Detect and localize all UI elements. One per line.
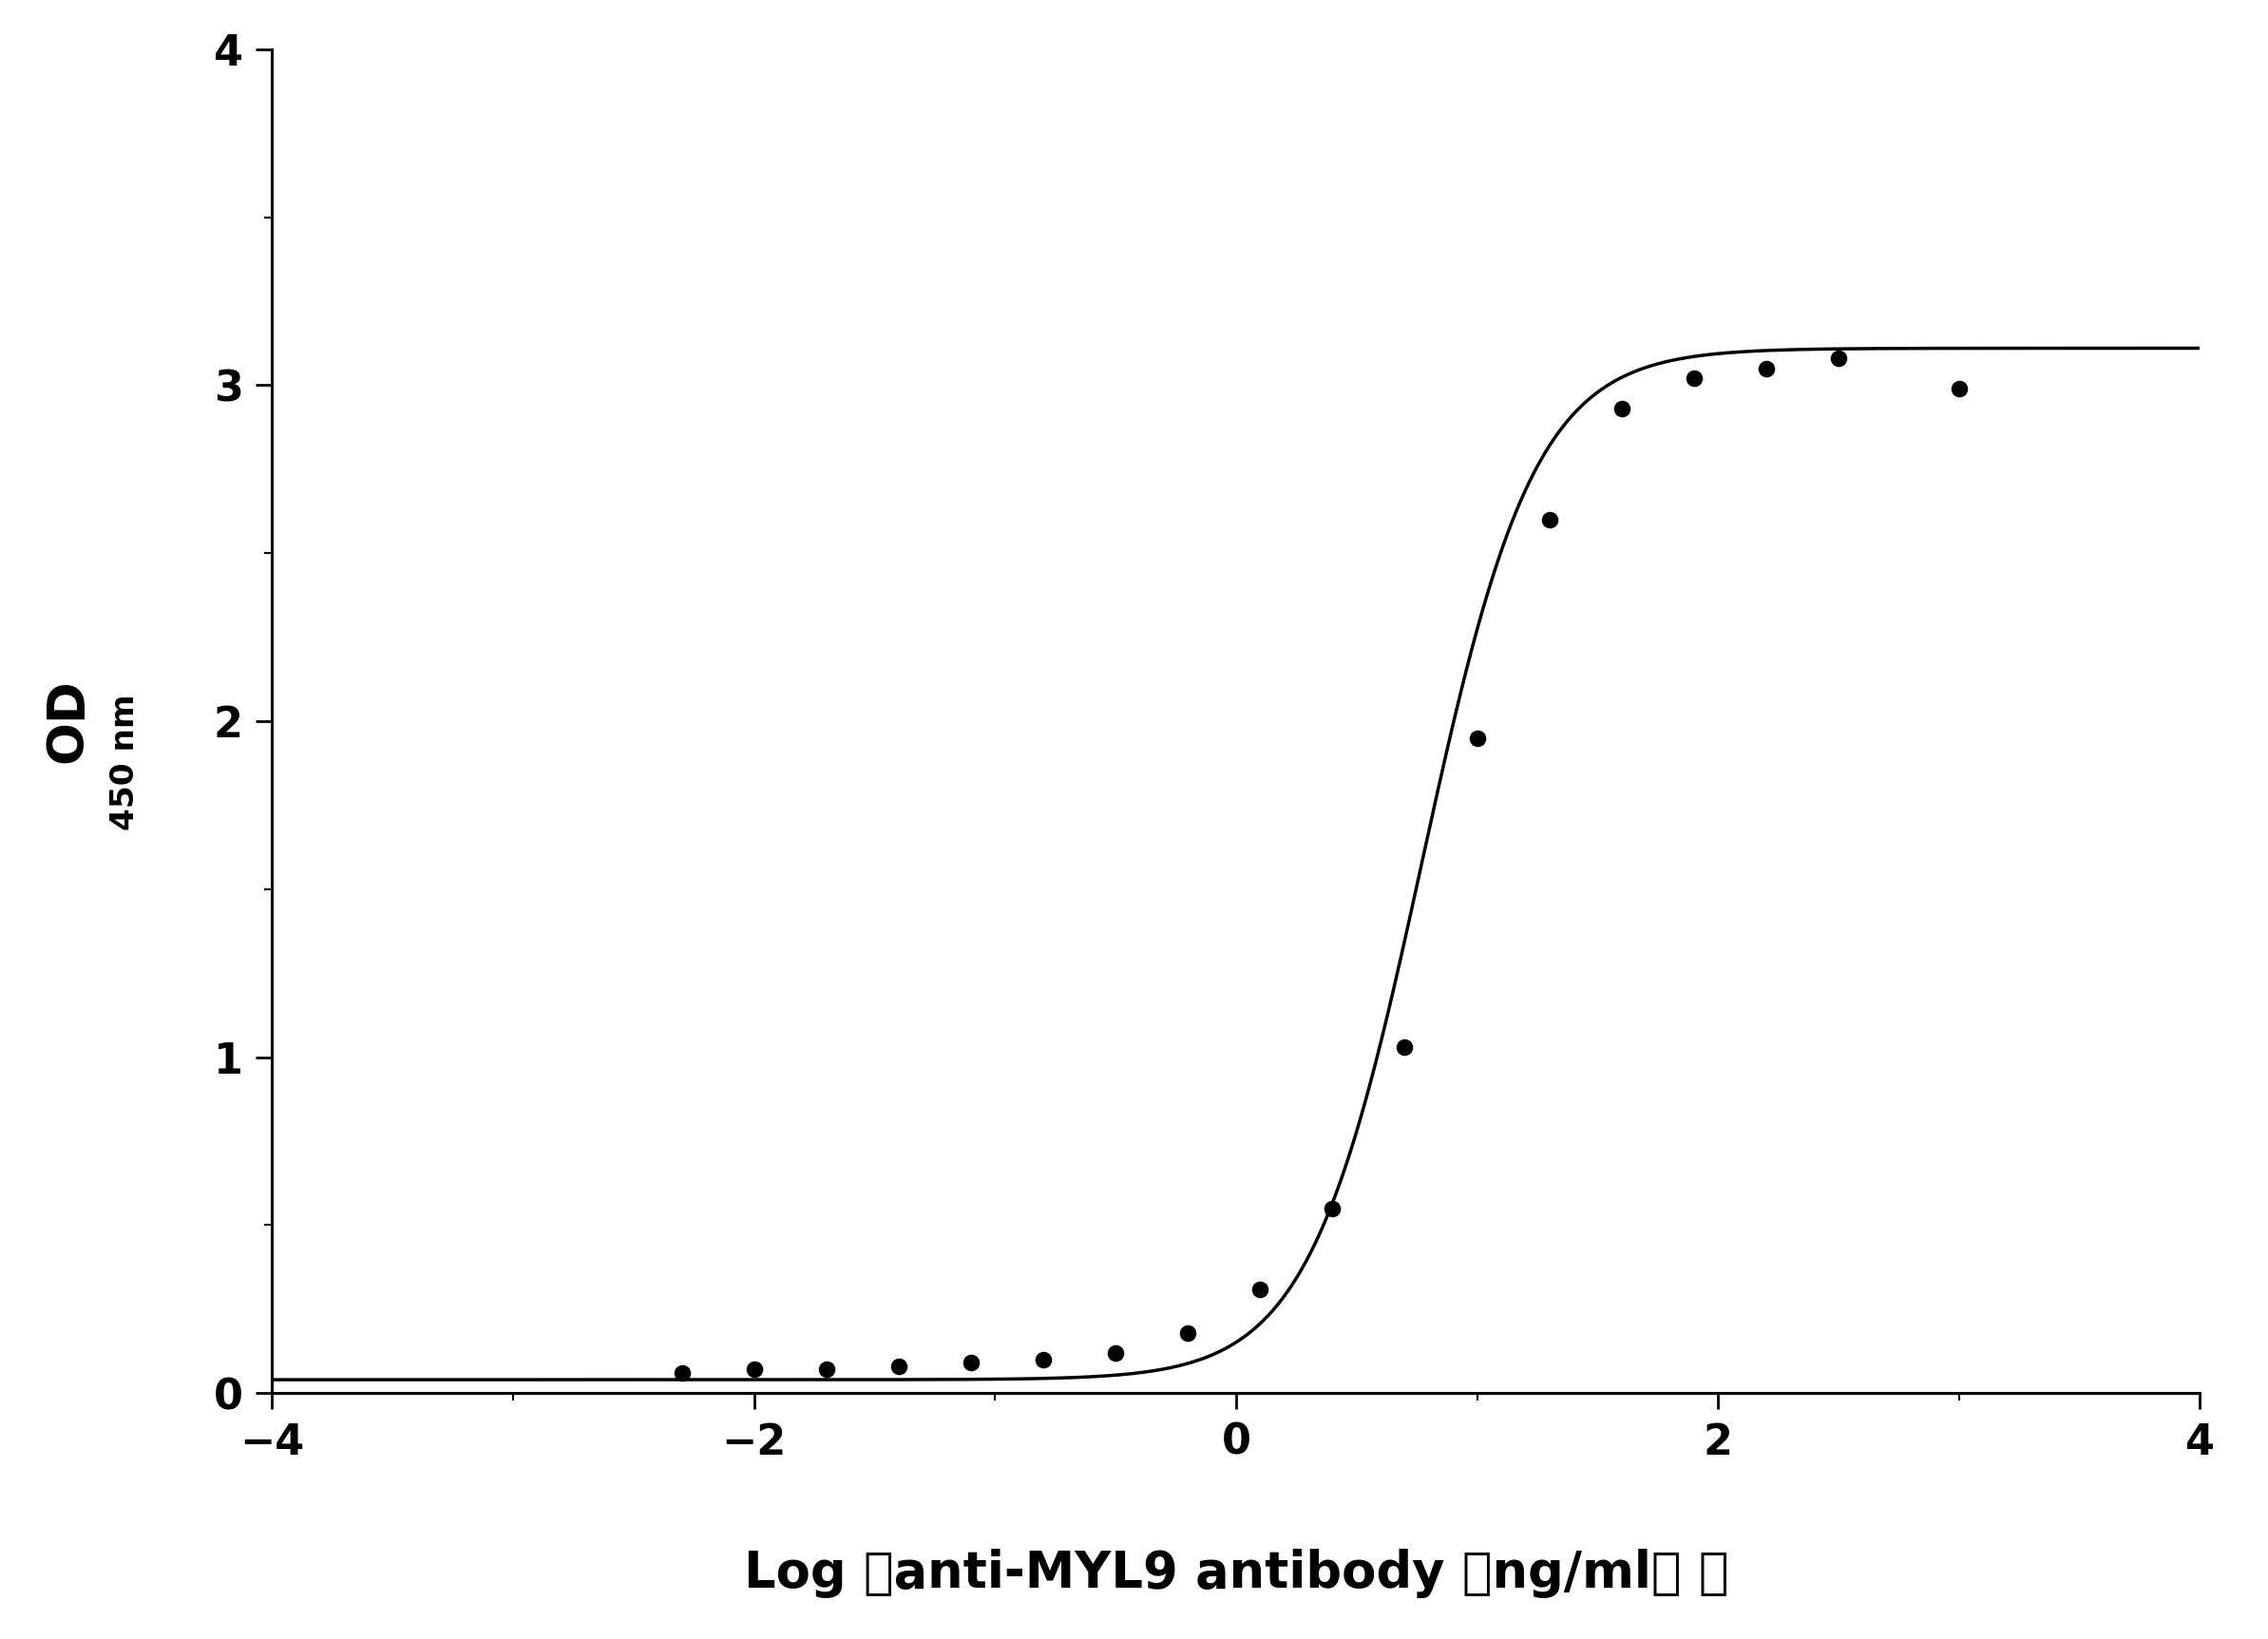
Point [1749,356,1785,382]
Point [1098,1339,1134,1365]
Point [1315,1195,1352,1221]
Point [1676,365,1712,392]
Point [735,1357,771,1383]
Point [1243,1275,1279,1301]
Text: OD: OD [43,679,93,764]
Point [1386,1034,1422,1060]
Point [807,1357,844,1383]
Point [1025,1346,1061,1372]
Point [953,1351,989,1377]
Text: 450 nm: 450 nm [109,693,141,831]
Point [1941,375,1978,402]
Point [1531,506,1567,533]
Text: Log （anti-MYL9 antibody （ng/ml） ）: Log （anti-MYL9 antibody （ng/ml） ） [744,1549,1728,1598]
Point [1170,1319,1207,1346]
Point [1603,395,1640,421]
Point [880,1354,916,1380]
Point [1458,724,1495,751]
Point [1821,346,1857,372]
Point [665,1360,701,1387]
